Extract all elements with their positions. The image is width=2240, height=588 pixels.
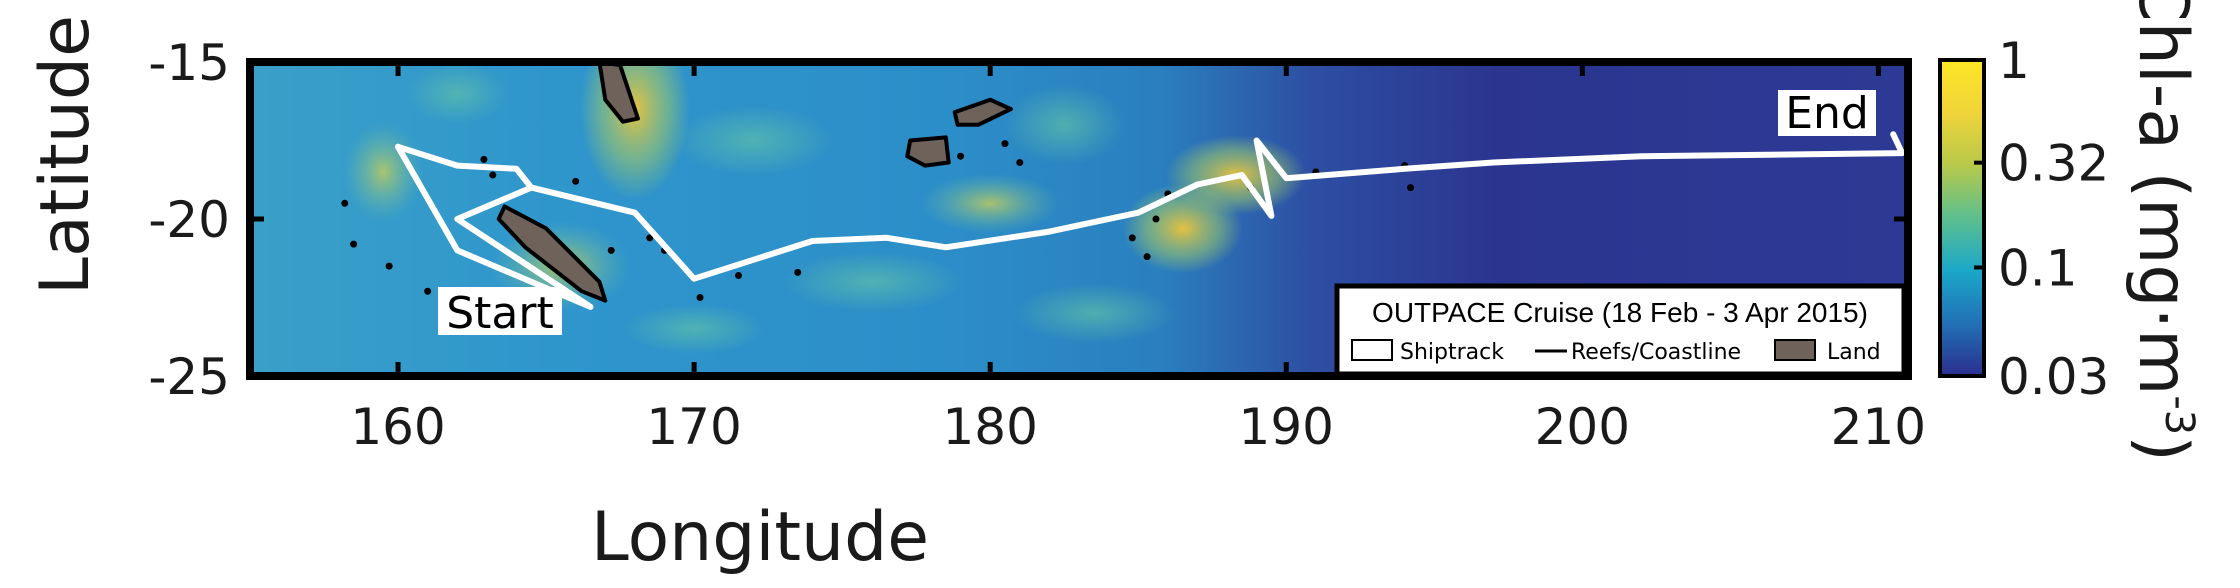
reef-dot: [735, 272, 743, 280]
colorbar-tick-label: 0.1: [1998, 240, 2078, 298]
reef-dot: [350, 240, 358, 248]
colorbar-label-sup: -3: [2156, 395, 2202, 435]
y-tick-label: -15: [148, 34, 230, 92]
ship-track: [395, 131, 1906, 310]
x-axis-label: Longitude: [591, 498, 929, 577]
legend-label-reefs: Reefs/Coastline: [1571, 340, 1741, 365]
land-polygon: [905, 135, 951, 168]
ship-track-line: [395, 131, 1906, 282]
reef-dot: [1407, 184, 1415, 192]
reef-dot: [489, 171, 497, 179]
bloom-patch: [624, 303, 765, 354]
colorbar-tick-label: 1: [1998, 32, 2030, 90]
colorbar-tick-label: 0.32: [1998, 135, 2109, 193]
bloom-patch: [1004, 84, 1125, 165]
reef-dot: [480, 155, 488, 163]
legend-label-land: Land: [1827, 340, 1881, 365]
reef-dot: [1128, 234, 1136, 242]
bloom-patch: [781, 251, 962, 312]
colorbar-label: Chl-a (mg·m-3): [2123, 0, 2202, 462]
reef-dot: [341, 199, 349, 207]
end-annotation: End: [1778, 88, 1876, 139]
reef-dot: [1016, 158, 1024, 166]
reef-dot: [646, 234, 654, 242]
reef-dot: [696, 294, 704, 301]
colorbar-gradient: [1938, 58, 1986, 378]
legend-swatch-shiptrack: [1351, 339, 1393, 361]
land-polygon: [952, 97, 1013, 127]
colorbar-tick-label: 0.03: [1998, 348, 2109, 406]
legend-swatch-land: [1774, 339, 1816, 361]
bloom-patch: [1013, 283, 1174, 344]
bloom-patch: [1122, 183, 1243, 274]
start-label: Start: [446, 288, 554, 339]
legend: OUTPACE Cruise (18 Feb - 3 Apr 2015) Shi…: [1334, 283, 1907, 377]
x-tick-label: 200: [1535, 398, 1630, 456]
colorbar: 1 0.32 0.1 0.03 Chl-a (mg·m-3): [1938, 0, 2202, 462]
reef-dot: [957, 152, 965, 160]
x-tick-label: 190: [1239, 398, 1334, 456]
end-label: End: [1785, 88, 1869, 139]
colorbar-label-close: ): [2123, 435, 2202, 462]
reef-dot: [424, 287, 432, 295]
land-polygon: [496, 204, 608, 303]
y-axis-label: Latitude: [26, 15, 105, 295]
x-axis-ticks: 160 170 180 190 200 210: [350, 62, 1926, 456]
legend-label-shiptrack: Shiptrack: [1400, 340, 1504, 365]
colorbar-label-main: Chl-a (mg·m: [2123, 0, 2202, 395]
reef-dot: [572, 177, 580, 185]
reef-dot: [1001, 140, 1009, 148]
x-tick-label: 160: [350, 398, 445, 456]
y-tick-label: -20: [148, 191, 230, 249]
ship-track-line: [395, 143, 594, 310]
bloom-patch: [673, 105, 834, 176]
reef-dot: [385, 262, 393, 270]
colorbar-ticks: 1 0.32 0.1 0.03: [1974, 32, 2109, 406]
start-annotation: Start: [438, 287, 562, 339]
reef-dot: [1143, 253, 1151, 261]
y-axis-ticks: -15 -20 -25: [148, 34, 1908, 406]
x-tick-label: 180: [942, 398, 1037, 456]
reef-dot: [607, 246, 615, 254]
bloom-patch: [407, 63, 508, 124]
reef-dot: [1152, 215, 1160, 223]
y-tick-label: -25: [148, 348, 230, 406]
x-tick-label: 210: [1831, 398, 1926, 456]
x-tick-label: 170: [646, 398, 741, 456]
reef-dot: [794, 268, 802, 276]
legend-title: OUTPACE Cruise (18 Feb - 3 Apr 2015): [1372, 297, 1868, 328]
bloom-patch: [920, 173, 1061, 234]
